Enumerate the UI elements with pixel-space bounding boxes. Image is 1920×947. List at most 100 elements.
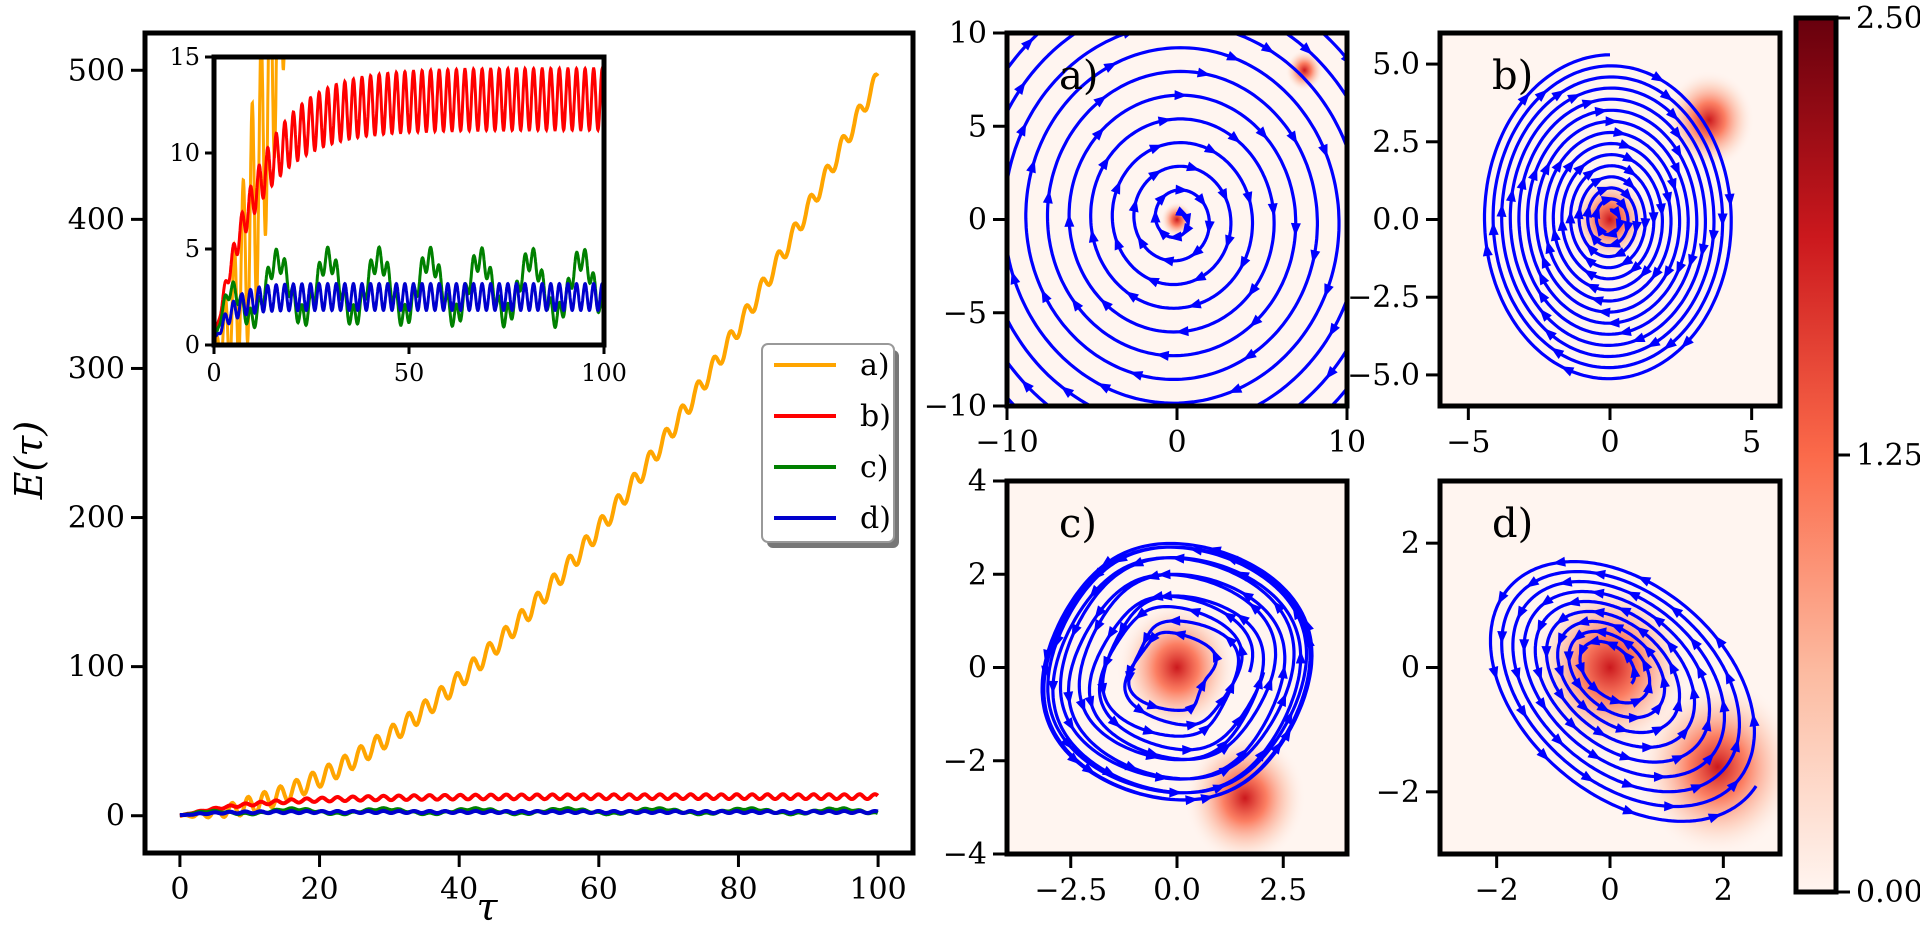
- d-trajectory-arrow: [1660, 674, 1670, 689]
- d-panel-label: d): [1492, 501, 1533, 547]
- a-trajectory-arrow: [956, 207, 966, 220]
- d-trajectory-arrow: [1630, 698, 1645, 708]
- b-trajectory-arrow: [1659, 89, 1674, 102]
- a-trajectory-arrow: [1309, 411, 1325, 427]
- a-trajectory-arrow: [1125, 291, 1139, 303]
- b-trajectory-arrow: [1655, 203, 1666, 217]
- c-trajectory-arrow: [1081, 762, 1096, 775]
- b-panel-label: b): [1492, 53, 1533, 99]
- d-trajectory-arrow: [1576, 699, 1590, 713]
- c-trajectory-arrow: [1188, 545, 1203, 556]
- c-y-tick-label: −4: [943, 837, 987, 872]
- d-trajectory-arrow: [1653, 771, 1667, 782]
- b-trajectory-arrow: [1528, 167, 1538, 182]
- d-trajectory-arrow: [1575, 661, 1585, 676]
- d-trajectory-arrow: [1635, 626, 1649, 639]
- b-trajectory-arrow: [1639, 264, 1652, 278]
- b-trajectory-arrow: [1708, 229, 1719, 244]
- d-trajectory-arrow: [1689, 636, 1702, 651]
- d-x-tick-label: 0: [1600, 873, 1619, 908]
- series-line-2: [179, 792, 880, 818]
- a-trajectory-arrow: [1097, 383, 1112, 394]
- b-trajectory-arrow: [1482, 242, 1493, 257]
- y-tick-label: 200: [68, 501, 125, 536]
- b-trajectory-arrow: [1595, 223, 1607, 237]
- d-trajectory-arrow: [1642, 742, 1656, 753]
- d-trajectory-arrow: [1650, 701, 1663, 716]
- d-trajectory-arrow: [1637, 576, 1652, 587]
- c-trajectory-arrow: [1304, 633, 1315, 648]
- d-trajectory-arrow: [1563, 651, 1574, 665]
- c-trajectory-arrow: [1041, 665, 1052, 680]
- legend-entries: a) b) c) d): [774, 348, 891, 536]
- c-x-tick-label: 2.5: [1259, 873, 1307, 908]
- b-trajectory-arrow: [1534, 89, 1548, 102]
- d-trajectory-arrow: [1555, 612, 1570, 625]
- d-trajectory-arrow: [1587, 748, 1602, 760]
- c-trajectory-arrow: [1240, 591, 1255, 603]
- a-x-tick-label: 0: [1167, 425, 1186, 460]
- d-trajectory-arrow: [1730, 738, 1740, 753]
- b-trajectory-arrow: [1666, 177, 1677, 192]
- a-trajectory-arrow: [1255, 126, 1268, 140]
- colorbar-tick-label: 1.25: [1856, 438, 1920, 473]
- b-trajectory-arrow: [1582, 204, 1593, 218]
- b-trajectory-arrow: [1619, 254, 1634, 267]
- d-trajectory-arrow: [1554, 665, 1564, 680]
- a-y-tick-label: −5: [943, 296, 987, 331]
- d-trajectory-arrow: [1571, 677, 1583, 691]
- a-y-tick-label: 10: [949, 16, 987, 51]
- d-trajectory-arrow: [1622, 650, 1635, 664]
- a-trajectory-arrow: [1137, 235, 1149, 250]
- b-trajectory-arrow: [1622, 176, 1636, 190]
- a-trajectory-arrow: [1071, 298, 1084, 312]
- a-trajectory-arrow: [1135, 466, 1149, 478]
- a-trajectory-arrow: [1217, 188, 1228, 202]
- b-trajectory-arrow: [1613, 127, 1627, 137]
- b-trajectory-arrow: [1585, 283, 1600, 294]
- c-trajectory-arrow: [1237, 642, 1248, 657]
- b-trajectory-arrow: [1551, 159, 1563, 173]
- inset-x-tick-label: 0: [206, 359, 221, 387]
- c-trajectory-arrow: [1235, 571, 1250, 582]
- c-trajectory-arrow: [1145, 570, 1160, 581]
- c-trajectory-arrow: [1071, 623, 1082, 638]
- c-trajectory-arrow: [1091, 567, 1105, 581]
- b-trajectory-arrow: [1663, 265, 1675, 280]
- c-trajectory-arrow: [1114, 552, 1128, 563]
- a-trajectory-arrow: [1174, 90, 1188, 101]
- b-trajectory-line: [1482, 53, 1733, 381]
- d-trajectory-arrow: [1689, 685, 1700, 700]
- colorbar-tick-label: 2.50: [1856, 1, 1920, 36]
- x-tick-label: 100: [849, 872, 906, 907]
- d-trajectory-arrow: [1643, 644, 1656, 658]
- d-trajectory-arrow: [1535, 697, 1547, 711]
- a-x-tick-label: −10: [975, 425, 1038, 460]
- c-trajectory-arrow: [1253, 675, 1263, 690]
- b-heatmap-area: [1440, 33, 1780, 406]
- b-trajectory-arrow: [1562, 159, 1575, 173]
- d-trajectory-arrow: [1566, 596, 1581, 607]
- b-trajectory-arrow: [1573, 205, 1584, 220]
- d-density-blob-2: [1636, 677, 1780, 854]
- a-trajectory-arrow: [1091, 127, 1105, 141]
- a-trajectory-arrow: [1098, 156, 1110, 171]
- y-tick-label: 100: [68, 650, 125, 685]
- b-trajectory-arrow: [1617, 326, 1632, 337]
- b-trajectory-arrow: [1615, 218, 1626, 233]
- b-trajectory-arrow: [1724, 193, 1735, 207]
- c-trajectory-arrow: [1304, 618, 1314, 633]
- d-trajectory-arrow: [1593, 627, 1607, 638]
- c-trajectory-arrow: [1248, 602, 1262, 615]
- a-trajectory-arrow: [1150, 209, 1161, 223]
- y-tick-label: 300: [68, 351, 125, 386]
- b-trajectory-arrow: [1666, 107, 1679, 121]
- d-trajectory-arrow: [1628, 712, 1642, 723]
- inset-series-line-2: [214, 65, 604, 345]
- a-trajectory-arrow: [1103, 62, 1118, 73]
- d-trajectory-arrow: [1587, 680, 1601, 694]
- a-y-tick-label: −10: [924, 389, 987, 424]
- b-trajectory-arrow: [1648, 212, 1659, 226]
- a-trajectory-arrow: [1329, 322, 1340, 337]
- d-trajectory-arrow: [1572, 629, 1586, 642]
